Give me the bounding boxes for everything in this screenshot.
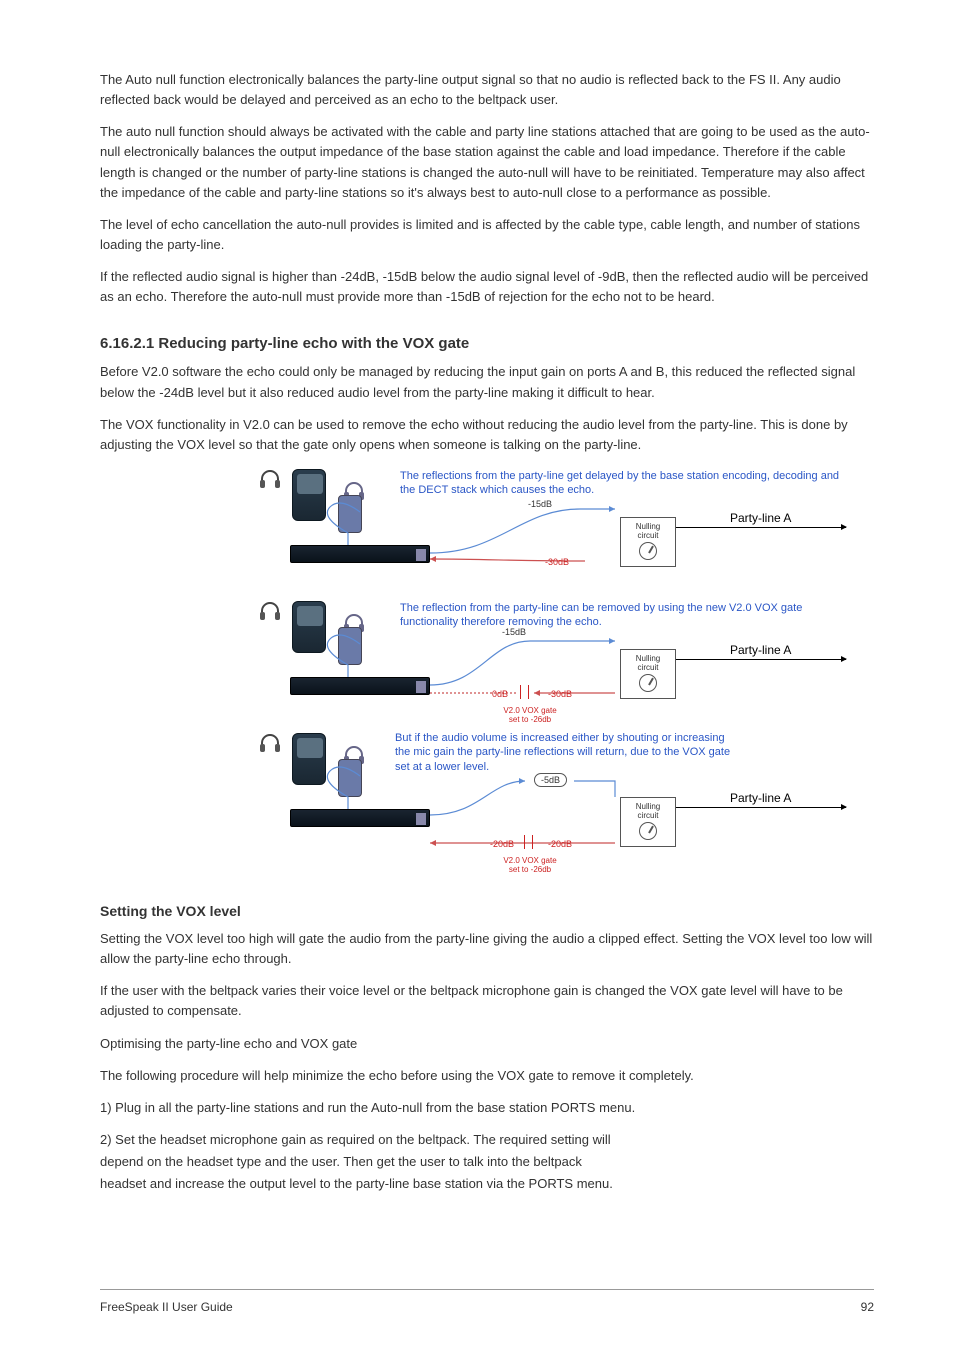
subheading-setting-vox: Setting the VOX level [100, 903, 874, 919]
footer-title: FreeSpeak II User Guide [100, 1300, 233, 1314]
basestation-icon [290, 545, 430, 563]
db-out-2: -15dB [502, 627, 526, 637]
diagram-caption-3: But if the audio volume is increased eit… [395, 731, 855, 774]
transceiver-icon [338, 495, 362, 533]
partyline-arrow [676, 659, 846, 660]
headset-icon [258, 599, 282, 623]
db-zero-2: 0dB [492, 689, 508, 699]
beltpack-icon [292, 469, 326, 521]
paragraph-5: Before V2.0 software the echo could only… [100, 362, 874, 402]
db-ref-3: -20dB [548, 839, 572, 849]
opt-step-2b: depend on the headset type and the user.… [100, 1152, 874, 1172]
nulling-circuit-box: Nulling circuit [620, 649, 676, 699]
db-thru-3: -20dB [490, 839, 514, 849]
partyline-arrow [676, 807, 846, 808]
diagram-group-2: The reflection from the party-line can b… [280, 599, 860, 729]
basestation-icon [290, 809, 430, 827]
nulling-circuit-box: Nulling circuit [620, 797, 676, 847]
transceiver-icon [338, 627, 362, 665]
vox-paragraph-1: Setting the VOX level too high will gate… [100, 929, 874, 969]
section-heading-vox-echo: 6.16.2.1 Reducing party-line echo with t… [100, 335, 874, 352]
caption-line: the mic gain the party-line reflections … [395, 746, 730, 758]
opt-step-1: 1) Plug in all the party-line stations a… [100, 1098, 874, 1118]
opt-step-2c: headset and increase the output level to… [100, 1174, 874, 1194]
footer-page-number: 92 [861, 1300, 874, 1314]
diagram-caption-2: The reflection from the party-line can b… [400, 601, 820, 630]
nulling-label: Nulling circuit [636, 654, 660, 672]
partyline-arrow [676, 527, 846, 528]
paragraph-4: If the reflected audio signal is higher … [100, 267, 874, 307]
diagram-group-3: But if the audio volume is increased eit… [280, 731, 860, 881]
db-ref-2: -30dB [548, 689, 572, 699]
dial-icon [639, 822, 657, 840]
opt-paragraph-1: The following procedure will help minimi… [100, 1066, 874, 1086]
db-out-1: -15dB [528, 499, 552, 509]
db-ref-1: -30dB [545, 557, 569, 567]
vox-paragraph-3: Optimising the party-line echo and VOX g… [100, 1034, 874, 1054]
paragraph-6: The VOX functionality in V2.0 can be use… [100, 415, 874, 455]
db-out-3-oval: -5dB [534, 773, 567, 787]
beltpack-icon [292, 733, 326, 785]
vox-gate-diagram: The reflections from the party-line get … [280, 467, 874, 881]
opt-step-2a: 2) Set the headset microphone gain as re… [100, 1130, 874, 1150]
diagram-caption-1: The reflections from the party-line get … [400, 469, 840, 498]
dial-icon [639, 674, 657, 692]
transceiver-icon [338, 759, 362, 797]
partyline-label: Party-line A [730, 511, 791, 525]
headset-icon [258, 467, 282, 491]
vox-gate-label: V2.0 VOX gate set to -26db [490, 707, 570, 725]
nulling-circuit-box: Nulling circuit [620, 517, 676, 567]
footer-divider [100, 1289, 874, 1290]
dial-icon [639, 542, 657, 560]
partyline-label: Party-line A [730, 791, 791, 805]
paragraph-1: The Auto null function electronically ba… [100, 70, 874, 110]
paragraph-3: The level of echo cancellation the auto-… [100, 215, 874, 255]
partyline-label: Party-line A [730, 643, 791, 657]
caption-line: set at a lower level. [395, 761, 489, 773]
vox-gate-label: V2.0 VOX gate set to -26db [490, 857, 570, 875]
basestation-icon [290, 677, 430, 695]
headset-icon [258, 731, 282, 755]
diagram-group-1: The reflections from the party-line get … [280, 467, 860, 597]
nulling-label: Nulling circuit [636, 522, 660, 540]
beltpack-icon [292, 601, 326, 653]
vox-paragraph-2: If the user with the beltpack varies the… [100, 981, 874, 1021]
paragraph-2: The auto null function should always be … [100, 122, 874, 203]
caption-line: But if the audio volume is increased eit… [395, 732, 725, 744]
nulling-label: Nulling circuit [636, 802, 660, 820]
